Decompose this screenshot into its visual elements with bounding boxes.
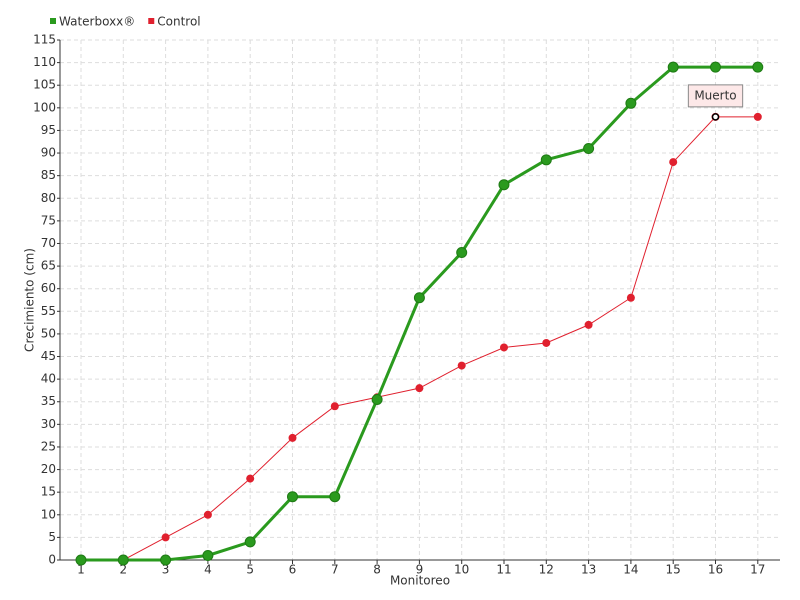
data-point	[371, 393, 383, 405]
data-point	[669, 158, 678, 167]
legend-label: Waterboxx®	[59, 15, 135, 29]
data-point	[542, 338, 551, 347]
y-tick-label: 40	[41, 372, 56, 386]
y-tick-label: 105	[33, 78, 56, 92]
data-point	[498, 179, 510, 191]
x-tick-label: 15	[666, 563, 681, 577]
data-point	[329, 491, 341, 503]
y-tick-label: 15	[41, 485, 56, 499]
data-point	[161, 533, 170, 542]
data-point	[500, 343, 508, 352]
x-tick-label: 2	[119, 563, 127, 577]
y-tick-label: 65	[41, 259, 56, 273]
x-tick-label: 6	[289, 563, 297, 577]
y-tick-label: 110	[33, 55, 56, 69]
y-tick-label: 100	[33, 100, 56, 114]
data-point	[413, 292, 425, 304]
x-tick-label: 17	[750, 563, 765, 577]
x-tick-label: 1	[77, 563, 85, 577]
data-point	[752, 61, 764, 73]
data-point	[667, 61, 679, 73]
annotated-point	[711, 113, 720, 121]
data-point	[246, 474, 255, 483]
legend-marker	[50, 18, 56, 24]
y-tick-label: 30	[41, 417, 56, 431]
y-tick-label: 10	[41, 507, 56, 521]
data-point	[202, 549, 214, 561]
annotation-label: Muerto	[694, 88, 736, 102]
data-point	[583, 143, 595, 155]
legend-label: Control	[157, 15, 200, 29]
x-tick-label: 12	[539, 563, 554, 577]
data-point	[75, 554, 87, 566]
data-point	[244, 536, 256, 548]
legend-marker	[148, 18, 155, 24]
y-tick-label: 0	[48, 553, 56, 567]
y-tick-label: 35	[41, 394, 56, 408]
data-point	[456, 247, 468, 259]
data-point	[584, 320, 593, 329]
y-tick-label: 45	[41, 349, 56, 363]
data-point	[457, 361, 466, 370]
x-tick-label: 3	[162, 563, 170, 577]
x-tick-label: 4	[204, 563, 212, 577]
x-tick-label: 8	[373, 563, 381, 577]
x-tick-label: 5	[246, 563, 254, 577]
y-axis-label: Crecimiento (cm)	[23, 248, 37, 352]
annotation: Muerto	[687, 84, 744, 108]
data-point	[415, 384, 424, 393]
data-point	[160, 554, 172, 566]
x-tick-label: 14	[623, 563, 638, 577]
y-tick-label: 50	[41, 326, 56, 340]
x-tick-label: 13	[581, 563, 596, 577]
y-tick-label: 55	[41, 304, 56, 318]
data-point	[288, 433, 297, 442]
data-point	[287, 491, 298, 503]
y-tick-label: 70	[41, 236, 56, 250]
x-tick-label: 10	[454, 563, 469, 577]
y-tick-label: 60	[41, 281, 56, 295]
data-point	[626, 293, 635, 302]
y-tick-label: 75	[41, 213, 56, 227]
data-point	[117, 554, 129, 566]
data-point	[753, 112, 762, 121]
data-point	[540, 154, 552, 166]
y-tick-label: 25	[41, 439, 56, 453]
y-tick-label: 80	[41, 191, 56, 205]
y-tick-label: 85	[41, 168, 56, 182]
data-point	[330, 402, 339, 411]
data-point	[625, 97, 637, 109]
x-tick-label: 9	[416, 563, 424, 577]
data-point	[710, 61, 721, 73]
y-tick-label: 5	[48, 530, 56, 544]
x-axis-label: Monitoreo	[390, 574, 450, 588]
x-tick-label: 11	[496, 563, 511, 577]
x-tick-label: 7	[331, 563, 339, 577]
annotation-box	[687, 84, 744, 108]
y-tick-label: 20	[41, 462, 56, 476]
y-tick-label: 95	[41, 123, 56, 137]
y-tick-label: 90	[41, 146, 56, 160]
data-point	[203, 510, 212, 519]
y-tick-label: 115	[33, 33, 56, 47]
x-tick-label: 16	[708, 563, 723, 577]
